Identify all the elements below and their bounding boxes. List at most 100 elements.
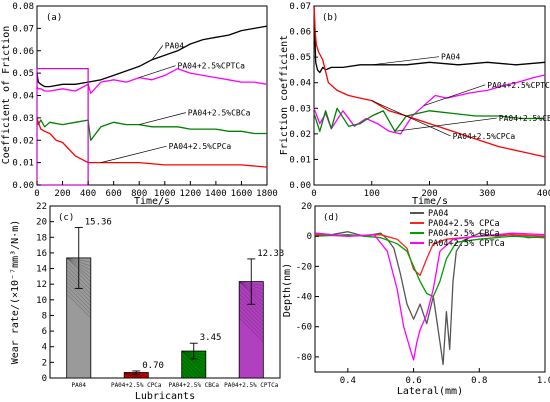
panel-b-annotation-arrow-3 [371,100,451,137]
panel-d-xtick-label: 0.6 [405,376,421,386]
panel-a-annotation-arrow-1 [139,65,176,78]
panel-c-bar-hatch [238,309,264,334]
panel-d-series-2-line [314,234,546,298]
panel-b-xlabel: Time/s [412,196,448,207]
panel-a-xtick-label: 0 [34,189,39,199]
panel-b-label: (b) [322,13,338,23]
panel-c-bar-hatch [238,305,264,330]
panel-b-xtick-label: 100 [364,189,380,199]
panel-c-bar-hatch [238,313,264,338]
panel-c-ytick-label: 18 [36,233,47,243]
panel-a-xtick-label: 400 [80,189,96,199]
panel-a-xtick-label: 200 [54,189,70,199]
panel-b-ytick-label: 0.01 [289,155,311,165]
panel-c-bar-hatch [181,366,193,379]
panel-a-series-2-line [36,119,267,141]
panel-b-annotation-arrow-0 [371,56,440,66]
panel-d-ytick-label: 20 [301,202,312,212]
panel-a-annotation-0: PA04 [165,42,184,51]
panel-a-frame [36,5,268,186]
panel-c-bar-hatch [124,372,146,379]
panel-d-ytick-label: -60 [296,323,312,333]
panel-c-bar-hatch [181,354,205,379]
panel-b-ytick-label: 0.00 [289,181,311,191]
panel-b-annotation-0: PA04 [441,53,460,62]
panel-d-xtick-label: 1.0 [537,376,550,386]
panel-c-ytick-label: 4 [42,343,47,353]
panel-b: 0 100 200 300 400 0.00 0.01 0.02 0.03 0.04 0.05 0.0… [279,2,550,207]
panel-c-bar-hatch [181,350,207,376]
panel-c-label: (c) [58,213,74,223]
panel-b-annotation-2: PA04+2.5%CBCa [499,114,550,123]
panel-c: 15.36 PA04 0.70 PA04+2.5% CPCa 3.45 PA04+2.5%… [10,202,284,402]
panel-b-series-0-line [313,5,546,74]
panel-a-label: (a) [46,13,62,23]
panel-a-annotation-arrow-0 [151,45,164,60]
panel-a-ytick-label: 0.02 [12,136,34,146]
panel-a-xtick-label: 800 [131,189,147,199]
panel-a-xtick-label: 600 [106,189,122,199]
panel-c-bar-hatch [181,374,185,379]
panel-c-bar-hatch [66,293,92,319]
panel-b-annotation-arrow-2 [394,117,497,132]
panel-c-ytick-label: 16 [36,249,47,259]
panel-b-series-3-line [313,5,546,158]
panel-c-value-label-1: 0.70 [142,361,164,371]
panel-b-xtick-label: 400 [537,189,550,199]
panel-c-bar-hatch [124,372,134,379]
panel-c-ytick-label: 2 [42,358,47,368]
panel-a-series-0-line [36,25,268,88]
panel-a-xtick-label: 1400 [205,189,227,199]
panel-b-annotation-1: PA04+2.5%CPTCa [487,81,550,90]
panel-c-bar-hatch [181,362,197,379]
panel-d-legend-label-2: PA04+2.5% CBCa [428,229,500,239]
panel-c-bar-hatch [238,293,264,318]
panel-d-xlabel: Lateral(mm) [397,386,463,397]
panel-c-bar-hatch [66,277,92,303]
panel-c-value-label-0: 15.36 [85,217,112,227]
panel-b-series-1-line [313,74,546,135]
panel-b-xtick-label: 200 [421,189,437,199]
panel-a-xtick-label: 1600 [231,189,253,199]
panel-a-ytick-label: 0.03 [12,114,34,124]
panel-c-bar-hatch [238,301,264,326]
panel-c-ytick-label: 6 [42,327,47,337]
panel-b-ytick-label: 0.04 [289,79,311,89]
panel-c-value-label-3: 12.33 [257,249,284,259]
panel-c-bar-hatch [66,281,92,307]
panel-c-bar-hatch [238,297,264,322]
panel-c-category-label-2: PA04+2.5% CBCa [168,382,219,389]
panel-d-legend-label-0: PA04 [428,209,448,219]
panel-b-ytick-label: 0.02 [289,130,311,140]
panel-a-annotation-arrow-3 [100,145,167,163]
panel-d-ytick-label: -80 [296,353,312,363]
panel-d-legend-label-3: PA04+2.5% CPTCa [428,239,505,249]
panel-c-category-label-3: PA04+2.5% CPTCa [224,382,279,389]
panel-a-ytick-label: 0.01 [12,159,34,169]
panel-d-xtick-label: 0.4 [340,376,356,386]
panel-a-series-3-line [36,117,268,168]
panel-a-ylabel: Coefficient of Friction [1,26,12,164]
panel-c-bar-hatch [181,358,201,379]
panel-a-annotation-arrow-2 [139,112,186,125]
panel-d-series-3-line [314,232,546,361]
panel-a-ytick-label: 0.08 [12,2,34,12]
panel-d-ytick-label: -40 [296,293,312,303]
panel-a-series-1-line [36,68,268,94]
panel-a-annotation-1: PA04+2.5%CPTCa [178,62,246,71]
panel-b-annotation-arrow-1 [423,84,486,107]
panel-c-bar-hatch [66,285,92,311]
panel-c-bar-hatch [181,370,189,379]
panel-d-ytick-label: 0 [307,232,312,242]
panel-c-bar-hatch [123,372,130,379]
panel-d-label: (d) [323,213,339,223]
panel-a-xtick-label: 1200 [179,189,201,199]
panel-d-ylabel: Depth(nm) [282,263,293,317]
panel-b-ytick-label: 0.06 [289,28,311,38]
panel-a: 0 200 400 600 800 1000 1200 1400 1600 1800 0.00 0.0… [1,2,278,207]
panel-a-xtick-label: 1800 [256,189,278,199]
panel-a-ytick-label: 0.06 [12,47,34,57]
panel-b-ytick-label: 0.03 [289,104,311,114]
panel-c-ytick-label: 22 [36,202,47,212]
